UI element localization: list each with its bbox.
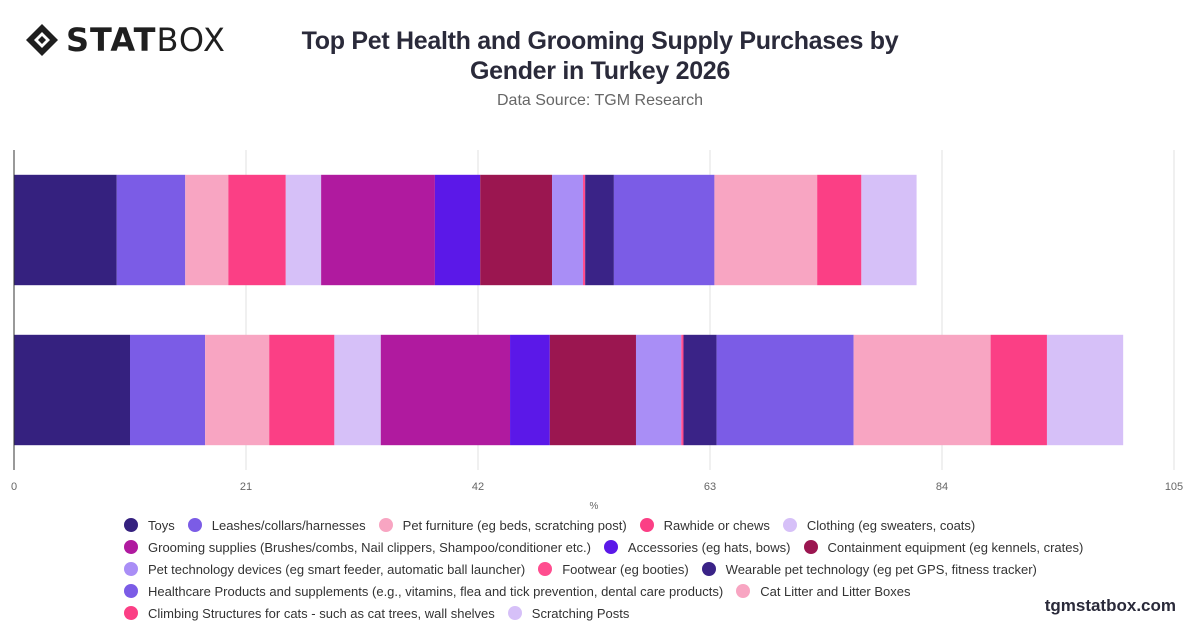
legend-item[interactable]: Scratching Posts	[507, 605, 630, 621]
bar-segment[interactable]	[635, 334, 682, 446]
legend-swatch	[124, 518, 138, 532]
legend-item[interactable]: Grooming supplies (Brushes/combs, Nail c…	[124, 540, 591, 555]
x-tick-label: 105	[1165, 481, 1183, 493]
legend-label: Footwear (eg booties)	[562, 561, 689, 577]
bar-segment[interactable]	[716, 334, 854, 446]
legend-item[interactable]: Pet furniture (eg beds, scratching post)	[378, 517, 627, 533]
legend-item[interactable]: Pet technology devices (eg smart feeder,…	[124, 562, 525, 577]
bar-segment[interactable]	[1046, 334, 1124, 446]
bar-segment[interactable]	[269, 334, 335, 446]
legend-item[interactable]: Clothing (eg sweaters, coats)	[782, 517, 976, 533]
bar-segment[interactable]	[321, 174, 435, 286]
legend-swatch	[701, 562, 716, 576]
logo-wordmark: STATBOX	[66, 22, 226, 58]
chart-area: 0 21 42 63 84 105%	[11, 150, 1183, 510]
bar-segment[interactable]	[552, 174, 583, 286]
legend-item[interactable]: Cat Litter and Litter Boxes	[736, 583, 911, 599]
bar-segment[interactable]	[582, 174, 586, 286]
bar-segment[interactable]	[434, 174, 481, 286]
bar-segment[interactable]	[683, 334, 717, 446]
bar-segment[interactable]	[228, 174, 286, 286]
legend-row: Healthcare Products and supplements (e.g…	[124, 580, 1104, 602]
legend-label: Healthcare Products and supplements (e.g…	[148, 583, 724, 599]
x-tick-label: 84	[936, 481, 948, 493]
axis-layer: 0 21 42 63 84 105%	[11, 150, 1183, 510]
legend-label: Clothing (eg sweaters, coats)	[806, 517, 976, 533]
statbox-logo: STATBOX	[24, 22, 226, 58]
bar-segment[interactable]	[585, 174, 614, 286]
bar-segment[interactable]	[334, 334, 381, 446]
legend-item[interactable]: Healthcare Products and supplements (e.g…	[124, 584, 723, 599]
bar-segment[interactable]	[116, 174, 186, 286]
x-tick-label: 0	[11, 481, 17, 493]
chart-title: Top Pet Health and Grooming Supply Purch…	[301, 27, 899, 85]
bar-segment[interactable]	[714, 174, 818, 286]
legend-label: Pet furniture (eg beds, scratching post)	[402, 517, 627, 533]
legend-item[interactable]: Climbing Structures for cats - such as c…	[124, 606, 495, 621]
bar-segment[interactable]	[510, 334, 550, 446]
legend-label: Climbing Structures for cats - such as c…	[148, 605, 495, 621]
bar-segment[interactable]	[205, 334, 270, 446]
x-tick-label: 21	[240, 481, 252, 493]
legend-label: Rawhide or chews	[663, 517, 770, 533]
diamond-logo-icon	[26, 24, 58, 56]
bar-segment[interactable]	[549, 334, 636, 446]
legend-label: Leashes/collars/harnesses	[211, 517, 366, 533]
chart-subtitle: Data Source: TGM Research	[496, 92, 703, 109]
logo-light-text: BOX	[156, 21, 226, 59]
legend-swatch	[782, 518, 797, 532]
legend-item[interactable]: Rawhide or chews	[639, 517, 770, 533]
bar-segment[interactable]	[285, 174, 322, 286]
bar-segment[interactable]	[861, 174, 917, 286]
legend-item[interactable]: Toys	[124, 518, 175, 533]
legend-item[interactable]: Footwear (eg booties)	[538, 561, 689, 577]
x-tick-label: 42	[472, 481, 484, 493]
legend-swatch	[538, 562, 553, 576]
bar-segment[interactable]	[480, 174, 553, 286]
bar-segment[interactable]	[853, 334, 991, 446]
x-tick-label: 63	[704, 481, 716, 493]
bar-segment[interactable]	[185, 174, 229, 286]
legend-row: Toys Leashes/collars/harnesses Pet furnitu…	[124, 514, 1104, 536]
legend-label: Containment equipment (eg kennels, crate…	[827, 539, 1084, 555]
legend-label: Grooming supplies (Brushes/combs, Nail c…	[148, 539, 591, 555]
bar-segment[interactable]	[990, 334, 1047, 446]
legend-label: Accessories (eg hats, bows)	[627, 539, 791, 555]
logo-main-text: STAT	[66, 21, 157, 59]
legend-row: Pet technology devices (eg smart feeder,…	[124, 558, 1104, 580]
legend-item[interactable]: Containment equipment (eg kennels, crate…	[803, 539, 1084, 555]
legend-swatch	[124, 540, 138, 554]
bar-segment[interactable]	[817, 174, 862, 286]
legend-swatch	[507, 606, 522, 620]
bar-segment[interactable]	[14, 334, 130, 446]
legend-swatch	[124, 562, 138, 576]
legend-row: Grooming supplies (Brushes/combs, Nail c…	[124, 536, 1104, 558]
legend-label: Wearable pet technology (eg pet GPS, fit…	[725, 561, 1037, 577]
legend-swatch	[603, 540, 618, 554]
legend-swatch	[803, 540, 818, 554]
legend-row: Climbing Structures for cats - such as c…	[124, 602, 1104, 624]
legend-swatch	[378, 518, 393, 532]
legend-label: Toys	[148, 517, 175, 533]
legend-swatch	[187, 518, 202, 532]
legend-swatch	[639, 518, 654, 532]
legend-swatch	[124, 606, 138, 620]
legend-label: Cat Litter and Litter Boxes	[760, 583, 911, 599]
legend-swatch	[124, 584, 138, 598]
legend-item[interactable]: Leashes/collars/harnesses	[187, 517, 366, 533]
legend-label: Pet technology devices (eg smart feeder,…	[148, 561, 526, 577]
legend-label: Scratching Posts	[531, 605, 630, 621]
chart-legend: Toys Leashes/collars/harnesses Pet furnitu…	[124, 514, 1104, 624]
bar-segment[interactable]	[130, 334, 206, 446]
footer-brand[interactable]: tgmstatbox.com	[1044, 596, 1176, 615]
bar-segment[interactable]	[613, 174, 715, 286]
legend-swatch	[736, 584, 751, 598]
bar-segment[interactable]	[380, 334, 511, 446]
legend-item[interactable]: Wearable pet technology (eg pet GPS, fit…	[701, 561, 1037, 577]
bar-segment[interactable]	[14, 174, 117, 286]
x-axis-label: %	[590, 501, 599, 510]
bar-segment[interactable]	[681, 334, 684, 446]
bar-layer	[14, 174, 1124, 446]
legend-item[interactable]: Accessories (eg hats, bows)	[603, 539, 791, 555]
